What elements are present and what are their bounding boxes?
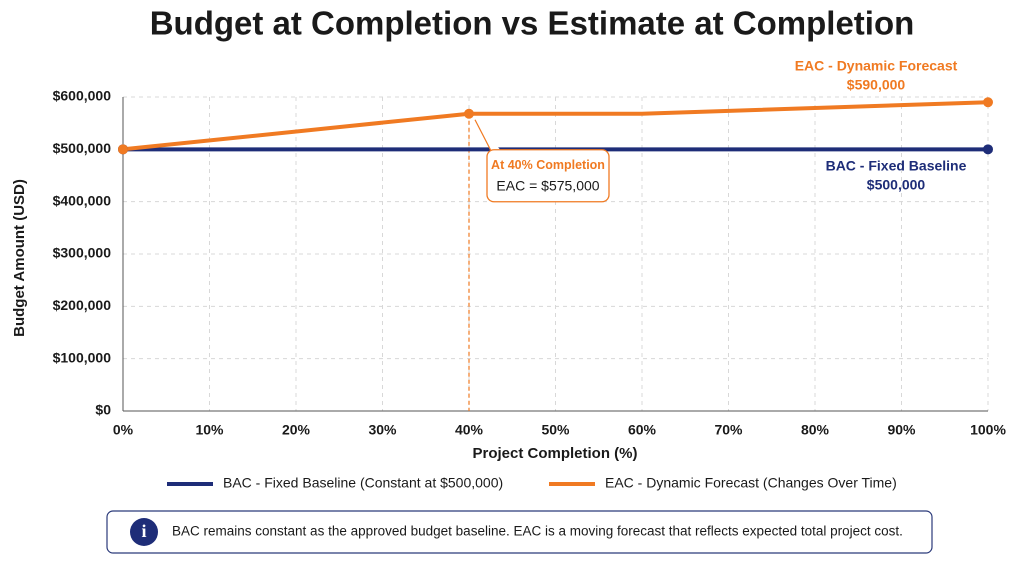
x-axis-label: Project Completion (%): [472, 445, 637, 462]
info-icon: [130, 518, 158, 546]
x-tick-label: 20%: [282, 422, 311, 438]
y-tick-label: $100,000: [53, 349, 112, 365]
end-label: $590,000: [847, 77, 906, 93]
y-tick-label: $300,000: [53, 245, 112, 261]
point: [983, 144, 993, 155]
y-axis-label: Budget Amount (USD): [11, 179, 28, 337]
annotation-pointer: [474, 119, 501, 152]
annotation-box: [486, 149, 610, 203]
legend-label: EAC - Dynamic Forecast (Changes Over Tim…: [605, 475, 897, 491]
chart-title: Budget at Completion vs Estimate at Comp…: [150, 5, 915, 42]
x-tick-label: 10%: [195, 422, 224, 438]
x-tick-label: 70%: [714, 422, 743, 438]
y-tick-label: $400,000: [53, 192, 112, 208]
x-tick-label: 80%: [801, 422, 830, 438]
y-tick-label: $200,000: [53, 297, 112, 313]
point: [118, 144, 128, 155]
x-tick-label: 40%: [455, 422, 484, 438]
x-tick-label: 60%: [628, 422, 657, 438]
x-tick-label: 100%: [970, 422, 1006, 438]
x-tick-label: 0%: [113, 422, 134, 438]
end-label: BAC - Fixed Baseline: [826, 158, 967, 174]
annotation-title: At 40% Completion: [491, 158, 605, 172]
point: [983, 97, 993, 108]
end-label: EAC - Dynamic Forecast: [795, 58, 958, 74]
x-tick-label: 30%: [368, 422, 397, 438]
x-tick-label: 50%: [541, 422, 570, 438]
info-text: BAC remains constant as the approved bud…: [172, 524, 903, 539]
annotation-text: EAC = $575,000: [496, 177, 599, 193]
y-tick-label: $0: [95, 402, 111, 418]
legend-label: BAC - Fixed Baseline (Constant at $500,0…: [223, 475, 503, 491]
point: [464, 108, 474, 119]
y-tick-label: $600,000: [53, 88, 112, 104]
info-box: [106, 510, 933, 554]
series-line: [122, 100, 989, 152]
info-icon-glyph: i: [141, 521, 146, 541]
end-label: $500,000: [867, 177, 926, 193]
y-tick-label: $500,000: [53, 140, 112, 156]
x-tick-label: 90%: [887, 422, 916, 438]
